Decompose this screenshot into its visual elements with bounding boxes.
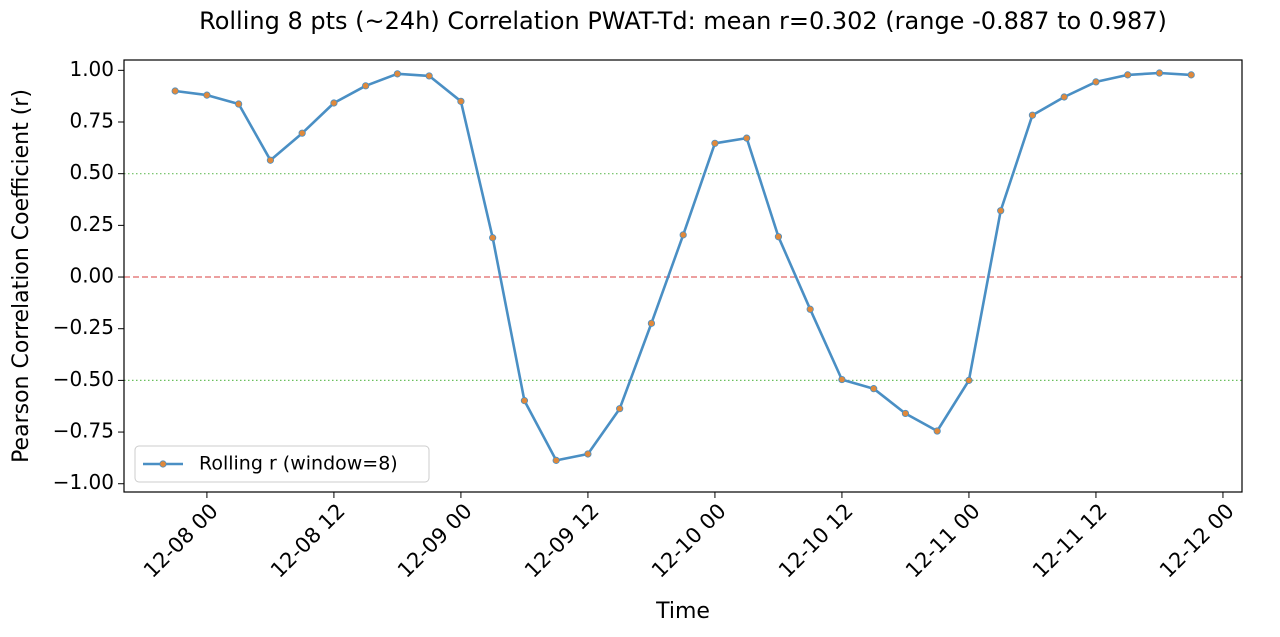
- data-point: [933, 427, 941, 435]
- x-tick-label: 12-12 00: [1155, 499, 1239, 583]
- x-tick-label: 12-09 12: [520, 499, 604, 583]
- data-point: [330, 99, 338, 107]
- data-point: [1092, 78, 1100, 86]
- x-tick-label: 12-08 12: [266, 499, 350, 583]
- data-point: [203, 91, 211, 99]
- plot-frame: [123, 59, 1243, 493]
- data-point: [298, 129, 306, 137]
- data-point: [171, 87, 179, 95]
- data-point: [1124, 71, 1132, 79]
- x-tick-label: 12-08 00: [139, 499, 223, 583]
- data-point: [806, 305, 814, 313]
- data-point: [362, 82, 370, 90]
- data-point: [584, 450, 592, 458]
- x-tick-label: 12-09 00: [393, 499, 477, 583]
- x-axis-label: Time: [655, 599, 710, 624]
- data-point: [1028, 111, 1037, 119]
- data-point: [520, 397, 529, 405]
- legend-marker: [159, 460, 167, 468]
- data-point: [552, 456, 560, 464]
- y-tick-label: 1.00: [69, 57, 114, 81]
- x-tick-label: 12-10 12: [774, 499, 858, 583]
- data-point: [235, 100, 243, 108]
- legend-label: Rolling r (window=8): [199, 453, 398, 475]
- data-point: [1187, 71, 1195, 79]
- data-point: [870, 385, 878, 393]
- y-tick-label: −0.50: [53, 367, 114, 391]
- y-tick-label: 0.00: [69, 264, 114, 288]
- data-point: [679, 231, 687, 239]
- x-tick-label: 12-11 12: [1028, 499, 1112, 583]
- data-point: [838, 375, 846, 384]
- y-axis-label: Pearson Correlation Coefficient (r): [9, 89, 34, 463]
- y-tick-label: 0.75: [69, 109, 114, 133]
- data-point: [901, 409, 910, 418]
- data-point: [616, 405, 624, 413]
- chart-title: Rolling 8 pts (~24h) Correlation PWAT-Td…: [199, 7, 1167, 35]
- data-point: [965, 376, 973, 384]
- legend-box: [134, 445, 430, 483]
- data-point: [1155, 69, 1164, 77]
- data-point: [647, 319, 656, 327]
- y-tick-label: 0.25: [69, 212, 114, 236]
- data-point: [425, 72, 433, 80]
- y-tick-label: −1.00: [53, 470, 114, 494]
- data-point: [743, 134, 751, 142]
- data-point: [457, 97, 465, 105]
- y-tick-label: −0.75: [53, 419, 114, 443]
- data-point: [266, 156, 275, 164]
- y-tick-label: −0.25: [53, 315, 114, 339]
- series-line: [175, 71, 1192, 462]
- data-point: [774, 233, 783, 241]
- data-point: [711, 139, 719, 147]
- x-tick-label: 12-10 00: [647, 499, 731, 583]
- data-point: [1060, 93, 1068, 101]
- data-point: [489, 234, 497, 242]
- x-tick-label: 12-11 00: [901, 499, 985, 583]
- data-point: [393, 70, 402, 78]
- y-tick-label: 0.50: [69, 160, 114, 184]
- data-point: [997, 207, 1005, 215]
